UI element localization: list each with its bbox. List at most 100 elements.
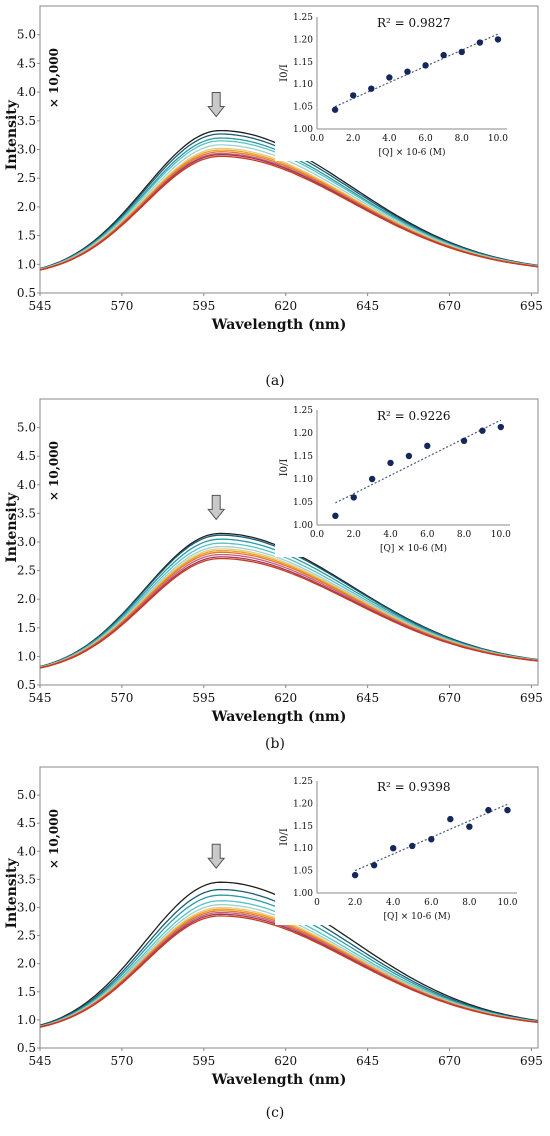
inset-x-tick-label: 0.0 [310, 134, 325, 144]
inset-y-tick-label: 1.25 [293, 13, 313, 23]
x-tick-label: 545 [29, 299, 52, 313]
down-arrow-icon [207, 92, 226, 118]
spectrum-line [40, 557, 538, 669]
inset-y-axis-label: I0/I [279, 828, 290, 846]
panel-a: 0.5 1.0 1.5 2.0 2.5 3.0 3.5 4.0 4.5 5.0 545 570 595 6… [4, 5, 543, 389]
data-point [447, 815, 454, 823]
inset-y-tick-label: 1.05 [293, 103, 313, 113]
y-tick-label: 1.5 [17, 985, 36, 999]
y-tick-label: 1.0 [17, 257, 36, 271]
inset-x-tick-label: 6.0 [418, 134, 433, 144]
y-axis-label: Intensity [4, 99, 20, 170]
x-tick-label: 695 [520, 1054, 543, 1068]
inset-chart: 1.00 1.05 1.10 1.15 1.20 1.25 0.0 2.0 4.0 6.0 8.0 1… [275, 9, 517, 161]
inset-y-tick-label: 1.25 [293, 406, 313, 416]
data-point [387, 459, 394, 467]
inset-x-tick-label: 8.0 [457, 530, 472, 540]
data-point [368, 475, 376, 483]
data-point [460, 437, 468, 445]
x-tick-label: 670 [438, 299, 461, 313]
data-point [405, 452, 413, 460]
inset-x-tick-label: 10.0 [497, 898, 517, 908]
y-tick-label: 4.0 [17, 844, 36, 858]
x-tick-label: 645 [356, 1054, 379, 1068]
inset-y-tick-label: 1.05 [293, 867, 313, 877]
x-tick-label: 695 [520, 691, 543, 705]
x-tick-label: 595 [192, 1054, 215, 1068]
inset-y-tick-label: 1.00 [293, 889, 313, 899]
x-tick-label: 595 [192, 299, 215, 313]
r-squared-label: R² = 0.9226 [377, 409, 451, 423]
inset-y-axis-label: I0/I [279, 459, 290, 477]
x-tick-label: 570 [110, 1054, 133, 1068]
y-tick-label: 5.0 [17, 788, 36, 802]
y-multiplier-label: × 10,000 [47, 809, 61, 869]
fit-line [335, 419, 502, 504]
data-point [389, 845, 397, 852]
x-tick-label: 595 [192, 691, 215, 705]
inset-y-tick-label: 1.20 [293, 799, 313, 809]
inset-y-tick-label: 1.15 [293, 452, 313, 462]
y-tick-label: 3.0 [17, 143, 36, 157]
inset-x-tick-label: 10.0 [488, 134, 508, 144]
fit-line [334, 33, 499, 108]
inset-x-tick-label: 6.0 [420, 530, 435, 540]
data-point [409, 842, 416, 850]
inset-y-tick-label: 1.00 [293, 521, 313, 531]
data-point [440, 51, 447, 59]
inset-chart: 1.00 1.05 1.10 1.15 1.20 1.25 0 2.0 4.0 6.0 8.0 10.… [275, 773, 527, 925]
x-tick-label: 570 [110, 691, 133, 705]
y-tick-label: 4.0 [17, 478, 36, 492]
inset-x-axis-label: [Q] × 10-6 (M) [379, 147, 446, 158]
x-axis-label: Wavelength (nm) [211, 317, 347, 333]
panel-caption: (c) [266, 1105, 285, 1121]
spectrum-line [40, 913, 538, 1028]
y-tick-label: 1.0 [17, 649, 36, 663]
data-point [422, 62, 429, 69]
inset-x-tick-label: 2.0 [347, 530, 362, 540]
x-axis-label: Wavelength (nm) [211, 709, 347, 725]
panel-b: 0.5 1.0 1.5 2.0 2.5 3.0 3.5 4.0 4.5 5.0 545 570 595 6… [4, 398, 543, 752]
y-tick-label: 3.0 [17, 535, 36, 549]
y-tick-label: 4.5 [17, 56, 36, 70]
inset-x-axis-label: [Q] × 10-6 (M) [384, 911, 451, 922]
spectrum-line [40, 155, 538, 271]
r-squared-label: R² = 0.9398 [377, 780, 451, 794]
y-tick-label: 3.0 [17, 901, 36, 915]
y-tick-label: 2.5 [17, 929, 36, 943]
spectrum-line [40, 556, 538, 669]
x-tick-label: 545 [29, 691, 52, 705]
data-point [332, 512, 339, 519]
spectrum-line [40, 549, 538, 669]
spectrum-line [40, 542, 538, 668]
y-tick-label: 5.0 [17, 28, 36, 42]
y-tick-label: 2.0 [17, 592, 36, 606]
inset-background [275, 402, 520, 557]
x-tick-label: 620 [274, 299, 297, 313]
y-tick-label: 2.0 [17, 200, 36, 214]
y-tick-label: 4.5 [17, 816, 36, 830]
inset-x-tick-label: 8.0 [462, 898, 477, 908]
data-point [497, 423, 505, 431]
inset-y-tick-label: 1.15 [293, 822, 313, 832]
y-tick-label: 2.5 [17, 171, 36, 185]
x-tick-label: 620 [274, 691, 297, 705]
inset-x-tick-label: 4.0 [383, 530, 398, 540]
x-tick-label: 695 [520, 299, 543, 313]
data-point [370, 862, 378, 869]
inset-y-tick-label: 1.15 [293, 58, 313, 68]
data-point [504, 806, 511, 814]
y-tick-label: 3.5 [17, 114, 36, 128]
inset-y-tick-label: 1.20 [293, 35, 313, 45]
data-point [428, 836, 435, 843]
y-tick-label: 2.5 [17, 564, 36, 578]
y-multiplier-label: × 10,000 [47, 48, 61, 108]
x-tick-label: 620 [274, 1054, 297, 1068]
x-tick-label: 670 [438, 691, 461, 705]
inset-x-tick-label: 8.0 [455, 134, 470, 144]
y-tick-label: 2.0 [17, 957, 36, 971]
y-tick-label: 1.5 [17, 229, 36, 243]
inset-y-tick-label: 1.10 [293, 475, 313, 485]
down-arrow-icon [207, 843, 226, 870]
